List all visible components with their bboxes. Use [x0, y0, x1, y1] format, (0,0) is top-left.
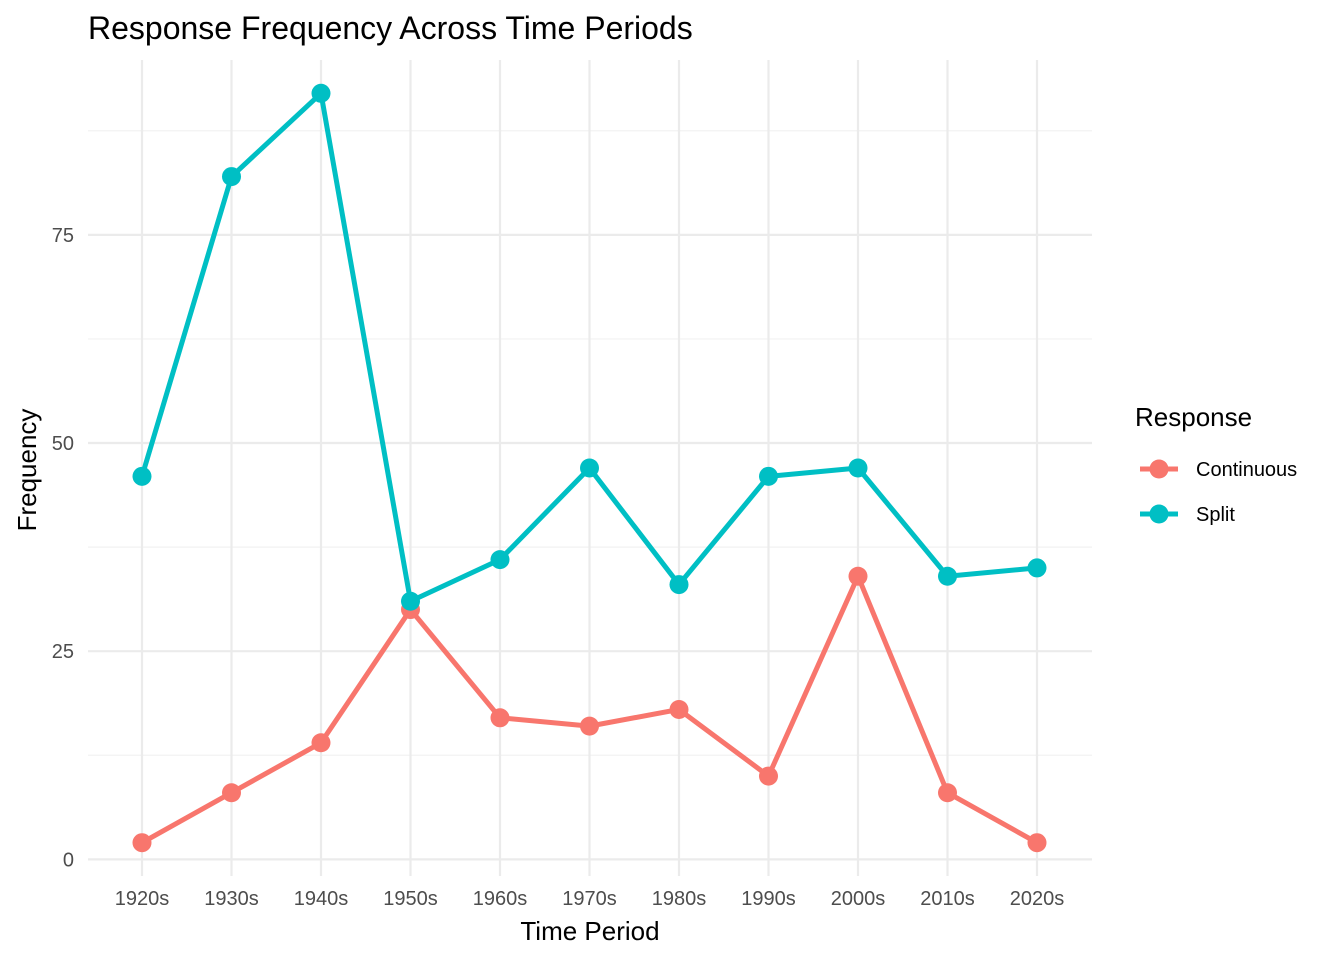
data-point	[580, 716, 599, 736]
data-point	[1027, 558, 1047, 578]
legend-label: Continuous	[1196, 459, 1297, 481]
data-point	[401, 591, 420, 611]
x-tick-label: 2020s	[1010, 888, 1065, 910]
data-point	[311, 83, 331, 103]
legend-label: Split	[1196, 504, 1235, 526]
data-point	[759, 466, 778, 486]
y-tick-label: 25	[52, 641, 74, 663]
x-tick-label: 1970s	[562, 888, 617, 910]
data-point	[222, 167, 241, 187]
x-tick-label: 1990s	[741, 888, 796, 910]
data-point	[848, 458, 868, 478]
y-tick-label: 75	[52, 225, 74, 247]
data-point	[759, 766, 778, 786]
x-axis-ticks: 1920s 1930s 1940s 1950s 1960s 1970s 1980s 1990s…	[115, 888, 1065, 910]
y-axis-title: Frequency	[12, 409, 42, 532]
data-point	[490, 708, 510, 728]
data-point	[222, 783, 241, 803]
data-point	[580, 458, 599, 478]
legend: Response Continuous Split	[1135, 402, 1297, 526]
chart-title: Response Frequency Across Time Periods	[88, 10, 693, 46]
data-point	[311, 733, 331, 753]
data-point	[132, 466, 152, 486]
data-point	[490, 550, 510, 570]
series-continuous	[132, 566, 1047, 853]
y-axis-ticks: 0 25 50 75	[52, 225, 74, 871]
x-tick-label: 1980s	[652, 888, 707, 910]
x-axis-title: Time Period	[520, 916, 659, 946]
data-point	[669, 575, 689, 595]
x-tick-label: 1940s	[294, 888, 349, 910]
series-layer	[132, 83, 1047, 853]
x-tick-label: 1960s	[473, 888, 528, 910]
x-tick-label: 2000s	[831, 888, 886, 910]
y-tick-label: 0	[63, 849, 74, 871]
x-tick-label: 1930s	[204, 888, 259, 910]
data-point	[848, 566, 868, 586]
legend-key-point	[1149, 459, 1169, 479]
data-point	[132, 833, 152, 853]
x-tick-label: 2010s	[920, 888, 975, 910]
data-point	[938, 783, 957, 803]
data-point	[1027, 833, 1047, 853]
legend-key-point	[1149, 504, 1169, 524]
data-point	[938, 566, 957, 586]
legend-item-continuous: Continuous	[1140, 459, 1297, 481]
x-tick-label: 1950s	[383, 888, 438, 910]
x-tick-label: 1920s	[115, 888, 170, 910]
legend-title: Response	[1135, 402, 1252, 432]
data-point	[669, 699, 689, 719]
legend-item-split: Split	[1140, 504, 1235, 526]
y-tick-label: 50	[52, 433, 74, 455]
series-split	[132, 83, 1047, 611]
